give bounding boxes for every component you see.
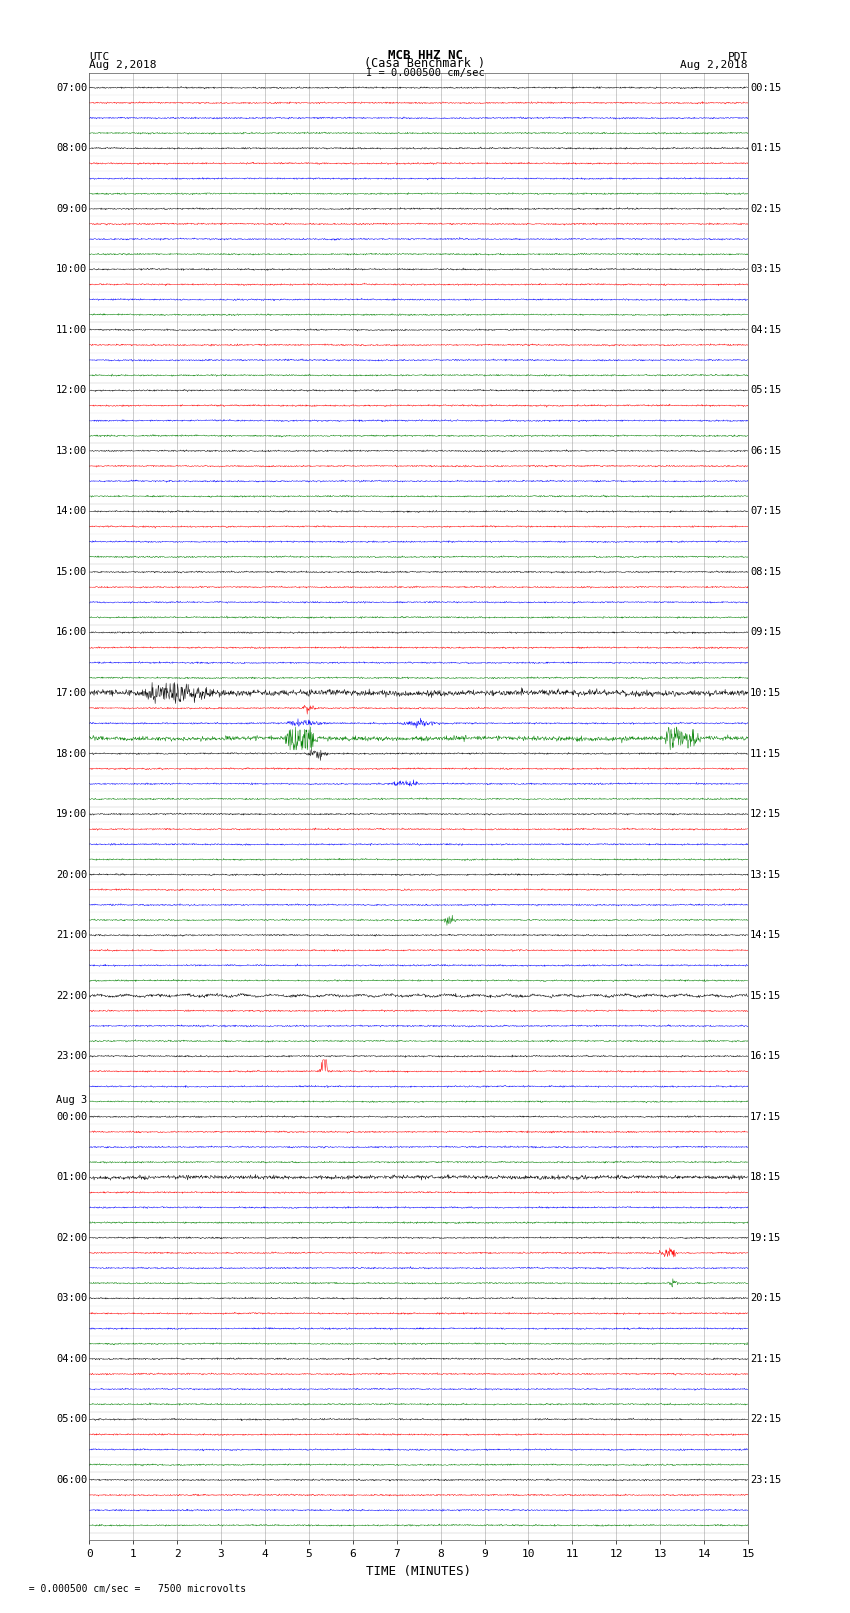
Text: 23:15: 23:15 — [750, 1474, 781, 1486]
Text: 11:15: 11:15 — [750, 748, 781, 758]
Text: 22:00: 22:00 — [56, 990, 88, 1000]
Text: = 0.000500 cm/sec =   7500 microvolts: = 0.000500 cm/sec = 7500 microvolts — [17, 1584, 246, 1594]
Text: 15:15: 15:15 — [750, 990, 781, 1000]
Text: 11:00: 11:00 — [56, 324, 88, 336]
Text: 05:15: 05:15 — [750, 386, 781, 395]
Text: 21:00: 21:00 — [56, 931, 88, 940]
Text: 18:00: 18:00 — [56, 748, 88, 758]
Text: 21:15: 21:15 — [750, 1353, 781, 1365]
Text: MCB HHZ NC: MCB HHZ NC — [388, 48, 462, 63]
Text: 04:00: 04:00 — [56, 1353, 88, 1365]
Text: PDT: PDT — [728, 52, 748, 63]
Text: 08:00: 08:00 — [56, 144, 88, 153]
Text: 02:15: 02:15 — [750, 203, 781, 215]
Text: 02:00: 02:00 — [56, 1232, 88, 1242]
Text: 17:00: 17:00 — [56, 689, 88, 698]
Text: 23:00: 23:00 — [56, 1052, 88, 1061]
Text: 15:00: 15:00 — [56, 566, 88, 577]
Text: 13:15: 13:15 — [750, 869, 781, 879]
Text: 01:00: 01:00 — [56, 1173, 88, 1182]
Text: 03:00: 03:00 — [56, 1294, 88, 1303]
Text: 01:15: 01:15 — [750, 144, 781, 153]
Text: 13:00: 13:00 — [56, 445, 88, 456]
Text: 19:00: 19:00 — [56, 810, 88, 819]
Text: 05:00: 05:00 — [56, 1415, 88, 1424]
Text: 16:15: 16:15 — [750, 1052, 781, 1061]
Text: 08:15: 08:15 — [750, 566, 781, 577]
Text: 00:00: 00:00 — [56, 1111, 88, 1121]
Text: 09:15: 09:15 — [750, 627, 781, 637]
Text: 10:00: 10:00 — [56, 265, 88, 274]
Text: 19:15: 19:15 — [750, 1232, 781, 1242]
Text: Aug 2,2018: Aug 2,2018 — [89, 60, 156, 71]
Text: 07:15: 07:15 — [750, 506, 781, 516]
Text: 00:15: 00:15 — [750, 82, 781, 92]
Text: 12:00: 12:00 — [56, 386, 88, 395]
Text: 03:15: 03:15 — [750, 265, 781, 274]
Text: 14:15: 14:15 — [750, 931, 781, 940]
Text: 18:15: 18:15 — [750, 1173, 781, 1182]
Text: 16:00: 16:00 — [56, 627, 88, 637]
Text: I = 0.000500 cm/sec: I = 0.000500 cm/sec — [366, 68, 484, 77]
Text: 20:00: 20:00 — [56, 869, 88, 879]
Text: Aug 2,2018: Aug 2,2018 — [681, 60, 748, 71]
Text: UTC: UTC — [89, 52, 110, 63]
Text: 06:00: 06:00 — [56, 1474, 88, 1486]
Text: 10:15: 10:15 — [750, 689, 781, 698]
X-axis label: TIME (MINUTES): TIME (MINUTES) — [366, 1565, 471, 1578]
Text: 20:15: 20:15 — [750, 1294, 781, 1303]
Text: Aug 3: Aug 3 — [56, 1095, 88, 1105]
Text: 12:15: 12:15 — [750, 810, 781, 819]
Text: 17:15: 17:15 — [750, 1111, 781, 1121]
Text: 14:00: 14:00 — [56, 506, 88, 516]
Text: 04:15: 04:15 — [750, 324, 781, 336]
Text: (Casa Benchmark ): (Casa Benchmark ) — [365, 56, 485, 71]
Text: 07:00: 07:00 — [56, 82, 88, 92]
Text: 22:15: 22:15 — [750, 1415, 781, 1424]
Text: 06:15: 06:15 — [750, 445, 781, 456]
Text: 09:00: 09:00 — [56, 203, 88, 215]
